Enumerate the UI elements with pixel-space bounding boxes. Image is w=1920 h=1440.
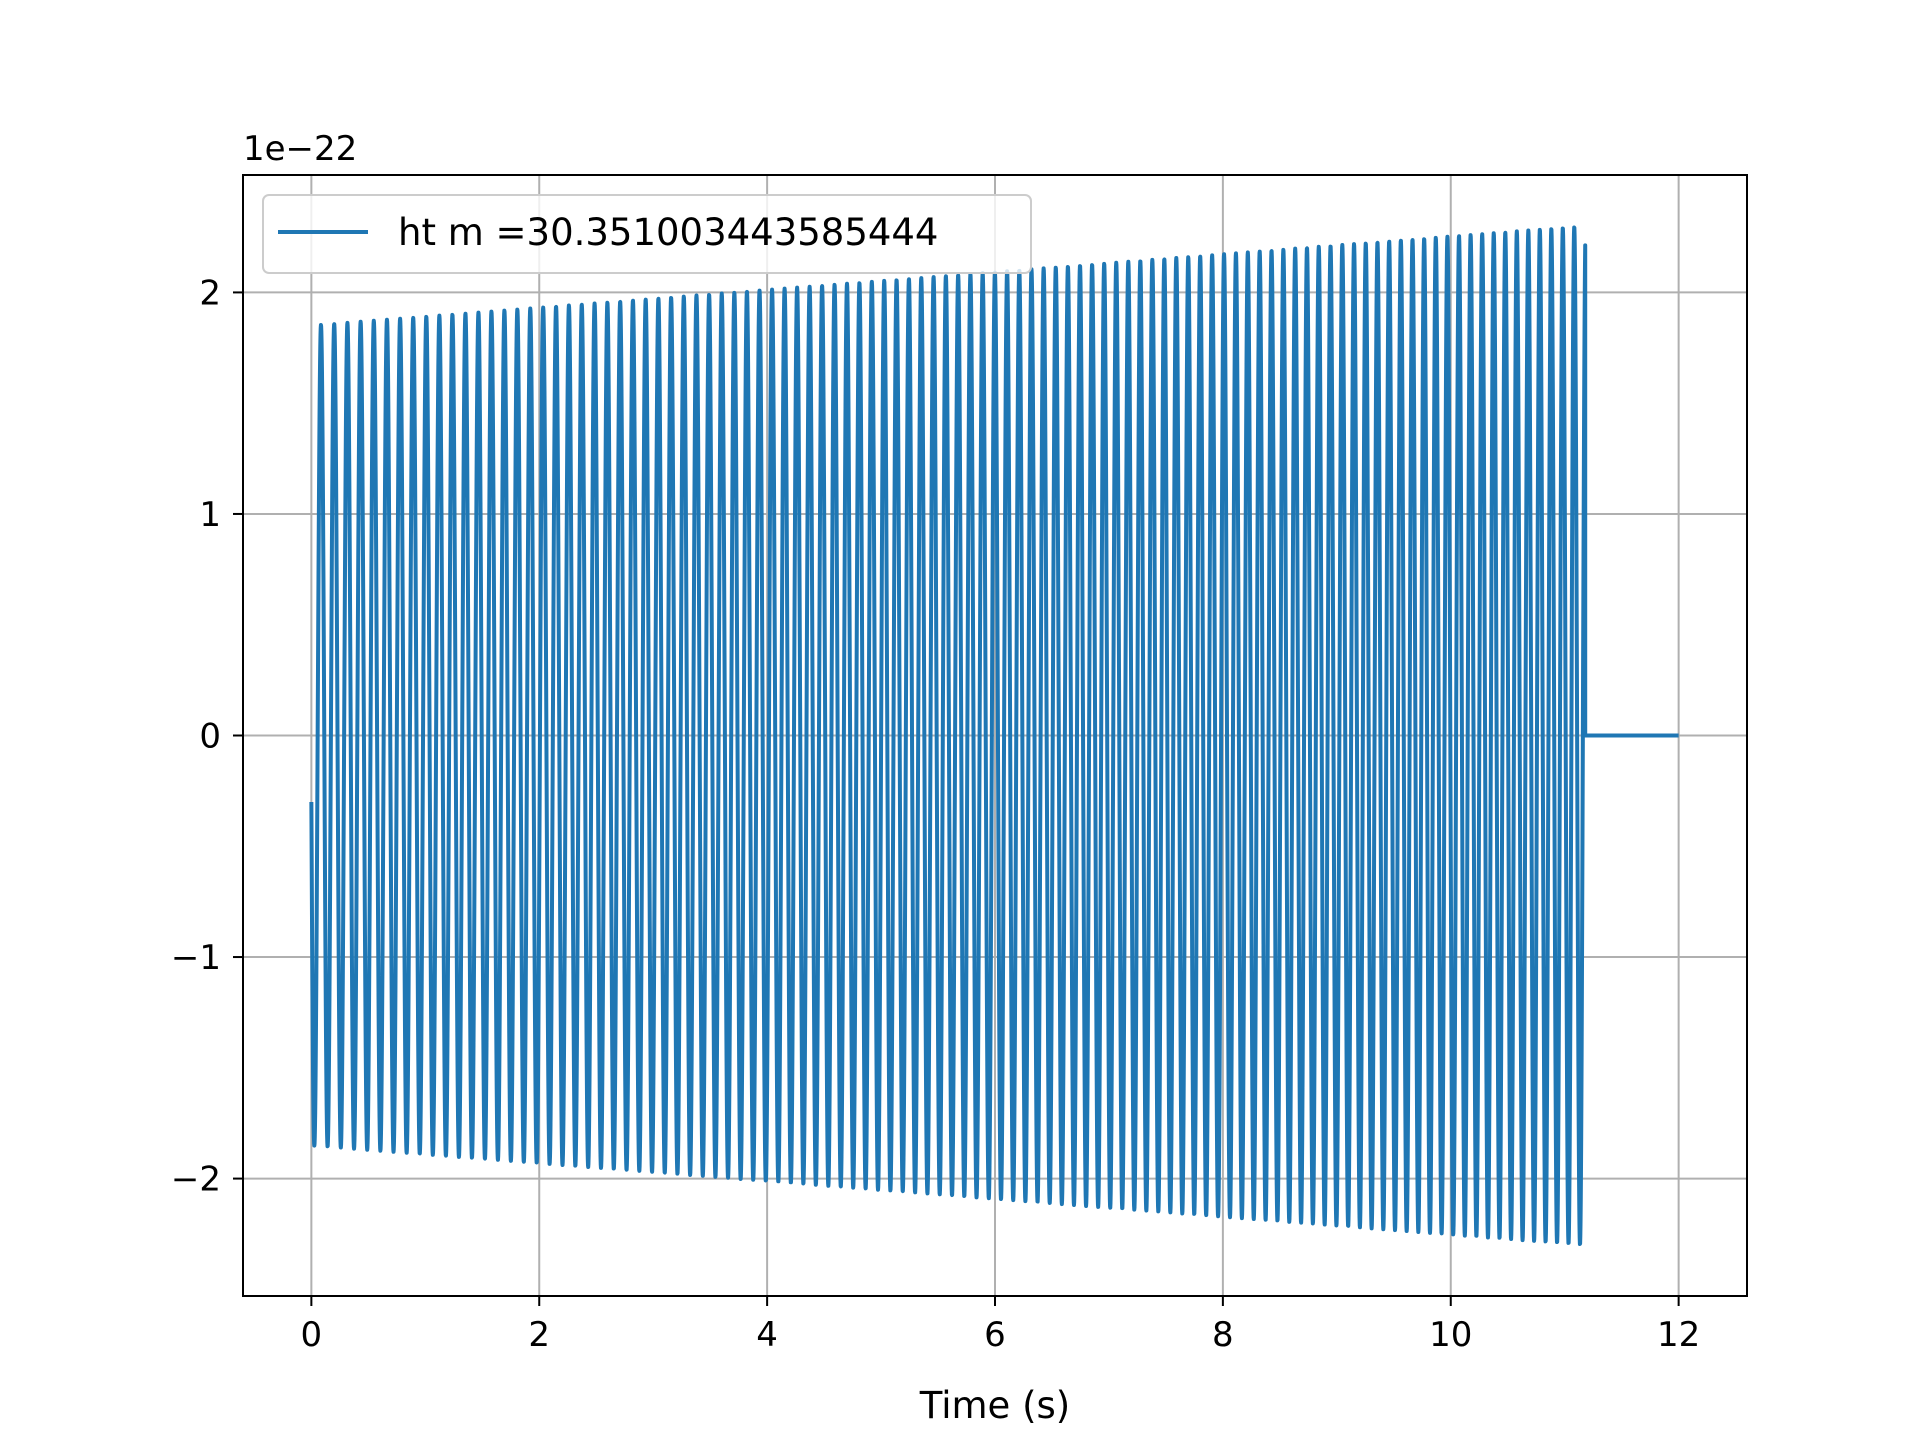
y-tick-label: −2 (171, 1160, 221, 1200)
series-line-0 (309, 225, 1679, 1246)
x-tick-label: 12 (1657, 1315, 1700, 1355)
y-offset-text: 1e−22 (243, 129, 357, 169)
legend: ht m =30.351003443585444 (262, 194, 1032, 274)
y-tick-label: 2 (199, 273, 221, 313)
x-tick-label: 6 (984, 1315, 1006, 1355)
series-layer (309, 225, 1679, 1246)
legend-box (262, 194, 1032, 274)
x-tick-label: 8 (1212, 1315, 1234, 1355)
x-tick-label: 2 (528, 1315, 550, 1355)
y-tick-label: 1 (199, 495, 221, 535)
y-tick-label: −1 (171, 938, 221, 978)
y-tick-label: 0 (199, 717, 221, 757)
x-axis-label: Time (s) (919, 1384, 1070, 1427)
x-tick-label: 10 (1429, 1315, 1472, 1355)
x-tick-label: 4 (756, 1315, 778, 1355)
x-tick-label: 0 (301, 1315, 323, 1355)
legend-label: ht m =30.351003443585444 (398, 211, 938, 254)
